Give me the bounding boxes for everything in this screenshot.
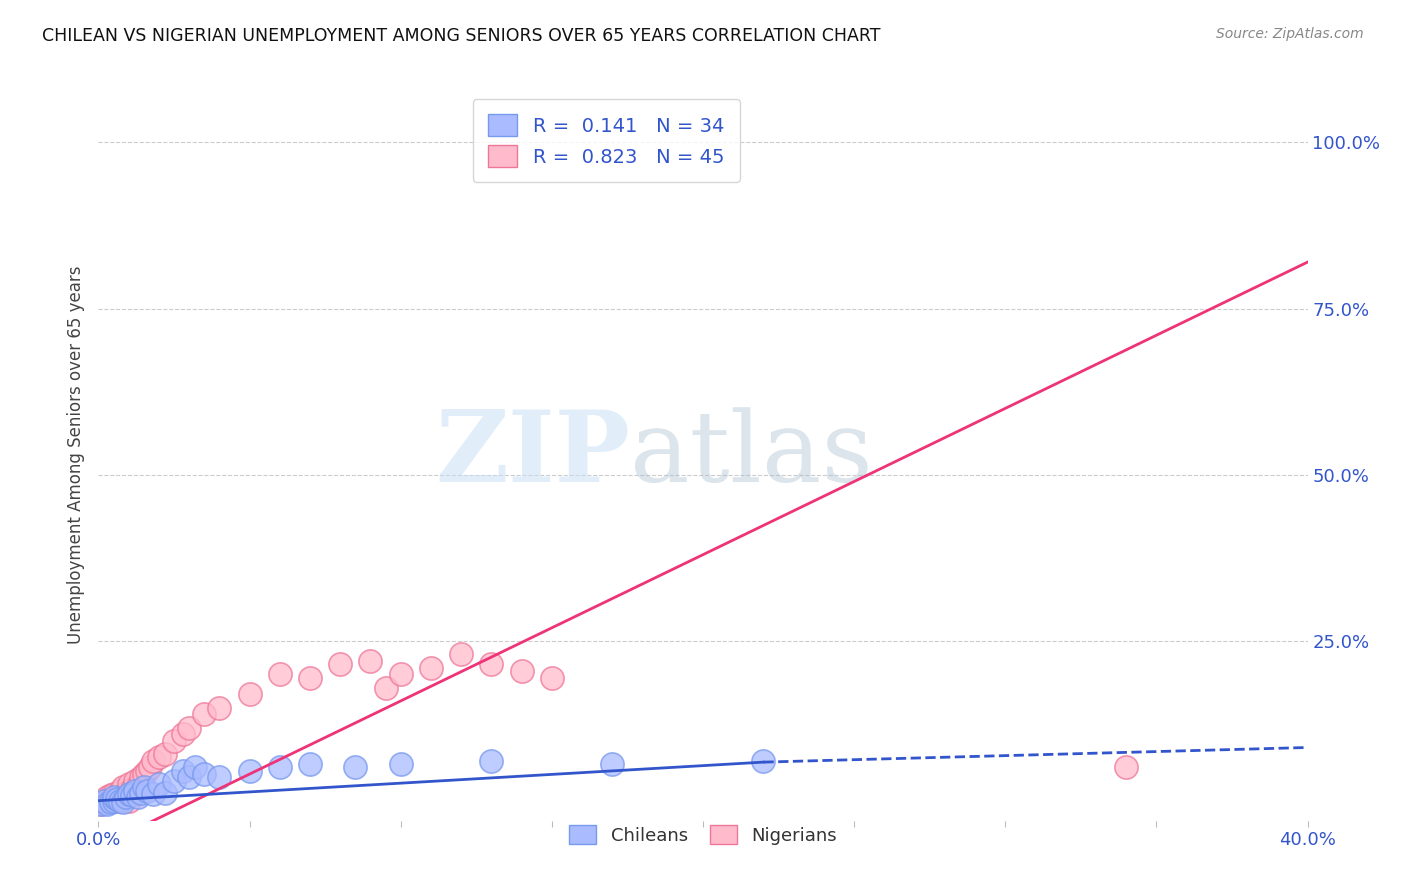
Point — [105, 792, 128, 806]
Point — [139, 760, 162, 774]
Point — [148, 750, 170, 764]
Point — [93, 795, 115, 809]
Text: CHILEAN VS NIGERIAN UNEMPLOYMENT AMONG SENIORS OVER 65 YEARS CORRELATION CHART: CHILEAN VS NIGERIAN UNEMPLOYMENT AMONG S… — [42, 27, 880, 45]
Point — [153, 747, 176, 761]
Legend: Chileans, Nigerians: Chileans, Nigerians — [562, 817, 844, 852]
Point — [93, 794, 115, 808]
Point — [269, 760, 291, 774]
Point — [239, 764, 262, 778]
Point — [96, 797, 118, 811]
Point — [239, 687, 262, 701]
Point — [299, 757, 322, 772]
Point — [111, 789, 134, 803]
Point — [374, 681, 396, 695]
Point — [114, 786, 136, 800]
Point — [179, 771, 201, 785]
Point — [132, 767, 155, 781]
Point — [124, 773, 146, 788]
Point — [299, 671, 322, 685]
Point — [1115, 760, 1137, 774]
Point — [184, 760, 207, 774]
Point — [121, 781, 143, 796]
Point — [208, 700, 231, 714]
Point — [344, 760, 367, 774]
Point — [142, 754, 165, 768]
Point — [172, 727, 194, 741]
Point — [114, 790, 136, 805]
Point — [752, 754, 775, 768]
Point — [90, 797, 112, 811]
Point — [103, 787, 125, 801]
Point — [148, 777, 170, 791]
Point — [108, 792, 131, 806]
Point — [389, 667, 412, 681]
Point — [208, 771, 231, 785]
Point — [118, 794, 141, 808]
Point — [510, 664, 533, 678]
Point — [329, 657, 352, 672]
Point — [111, 795, 134, 809]
Point — [103, 794, 125, 808]
Y-axis label: Unemployment Among Seniors over 65 years: Unemployment Among Seniors over 65 years — [66, 266, 84, 644]
Point — [142, 787, 165, 801]
Point — [96, 794, 118, 808]
Point — [127, 779, 149, 793]
Point — [602, 757, 624, 772]
Point — [360, 654, 382, 668]
Point — [389, 757, 412, 772]
Point — [100, 789, 122, 803]
Point — [118, 787, 141, 801]
Point — [111, 780, 134, 795]
Point — [118, 777, 141, 791]
Point — [103, 794, 125, 808]
Point — [129, 786, 152, 800]
Point — [135, 783, 157, 797]
Point — [481, 754, 503, 768]
Text: ZIP: ZIP — [436, 407, 630, 503]
Point — [124, 783, 146, 797]
Point — [481, 657, 503, 672]
Point — [193, 767, 215, 781]
Point — [121, 789, 143, 803]
Point — [103, 790, 125, 805]
Point — [100, 795, 122, 809]
Point — [540, 671, 562, 685]
Point — [108, 783, 131, 797]
Point — [135, 764, 157, 778]
Point — [100, 792, 122, 806]
Point — [127, 790, 149, 805]
Text: atlas: atlas — [630, 407, 873, 503]
Point — [105, 790, 128, 805]
Point — [163, 734, 186, 748]
Point — [450, 648, 472, 662]
Point — [129, 771, 152, 785]
Point — [179, 721, 201, 735]
Point — [90, 797, 112, 811]
Point — [420, 661, 443, 675]
Point — [153, 786, 176, 800]
Point — [193, 707, 215, 722]
Point — [108, 794, 131, 808]
Point — [163, 773, 186, 788]
Point — [96, 790, 118, 805]
Point — [172, 764, 194, 778]
Point — [132, 780, 155, 795]
Text: Source: ZipAtlas.com: Source: ZipAtlas.com — [1216, 27, 1364, 41]
Point — [269, 667, 291, 681]
